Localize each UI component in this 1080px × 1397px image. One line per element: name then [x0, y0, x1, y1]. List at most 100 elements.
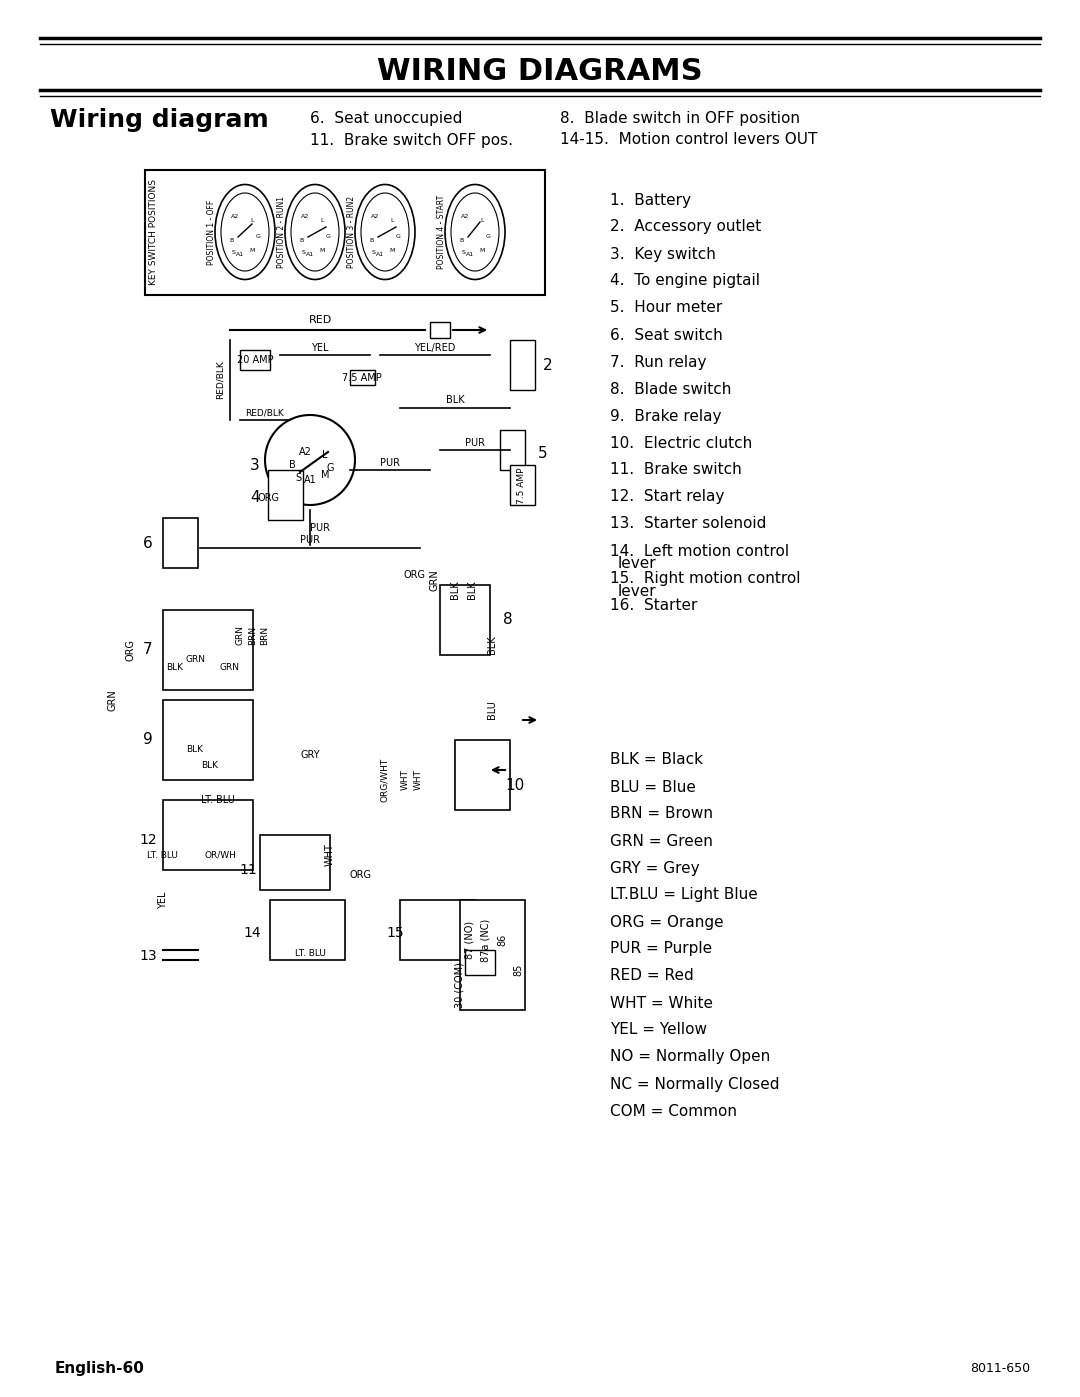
- Text: BLK: BLK: [166, 664, 184, 672]
- Text: M: M: [389, 247, 394, 253]
- Text: POSITION 1 - OFF: POSITION 1 - OFF: [207, 200, 216, 264]
- Text: 13.  Starter solenoid: 13. Starter solenoid: [610, 517, 767, 531]
- Text: 5.  Hour meter: 5. Hour meter: [610, 300, 723, 316]
- Text: lever: lever: [618, 584, 657, 598]
- Text: 13: 13: [139, 949, 157, 963]
- Text: PUR = Purple: PUR = Purple: [610, 942, 712, 957]
- Text: S: S: [295, 474, 301, 483]
- Ellipse shape: [451, 193, 499, 271]
- Ellipse shape: [215, 184, 275, 279]
- Text: A1: A1: [465, 251, 474, 257]
- Text: 10: 10: [505, 778, 525, 792]
- Text: M: M: [249, 247, 255, 253]
- Text: ORG: ORG: [257, 493, 279, 503]
- Text: M: M: [480, 247, 485, 253]
- Text: B: B: [369, 237, 373, 243]
- Text: 87a (NC): 87a (NC): [480, 918, 490, 961]
- Text: 6: 6: [144, 536, 153, 552]
- Text: ORG/WHT: ORG/WHT: [380, 759, 390, 802]
- Text: NC = Normally Closed: NC = Normally Closed: [610, 1077, 780, 1091]
- Text: 2.  Accessory outlet: 2. Accessory outlet: [610, 219, 761, 235]
- Text: 2: 2: [543, 358, 553, 373]
- Text: 86: 86: [497, 933, 507, 946]
- Text: G: G: [325, 235, 330, 239]
- Text: GRY: GRY: [300, 750, 320, 760]
- Text: 87 (NO): 87 (NO): [465, 921, 475, 960]
- Text: BLU = Blue: BLU = Blue: [610, 780, 696, 795]
- Text: S: S: [232, 250, 235, 254]
- Text: 14-15.  Motion control levers OUT: 14-15. Motion control levers OUT: [561, 133, 818, 148]
- Text: A2: A2: [298, 447, 311, 457]
- Bar: [163, 610, 253, 690]
- Text: 5: 5: [538, 446, 548, 461]
- Text: L: L: [322, 450, 327, 460]
- Text: B: B: [288, 460, 295, 469]
- Text: 8: 8: [503, 612, 513, 627]
- Bar: [163, 700, 253, 780]
- Text: BRN: BRN: [248, 626, 257, 644]
- Text: YEL: YEL: [311, 344, 328, 353]
- Bar: [465, 950, 495, 975]
- Text: A1: A1: [376, 251, 384, 257]
- Bar: [500, 430, 525, 469]
- Text: L: L: [481, 218, 484, 222]
- Bar: [440, 585, 490, 655]
- Text: M: M: [320, 247, 325, 253]
- Text: 14.  Left motion control: 14. Left motion control: [610, 543, 789, 559]
- Text: Wiring diagram: Wiring diagram: [50, 108, 269, 131]
- Bar: [460, 900, 525, 1010]
- Text: 9: 9: [144, 732, 153, 747]
- Text: 4: 4: [251, 489, 260, 504]
- Text: RED/BLK: RED/BLK: [245, 408, 284, 418]
- Text: 3: 3: [251, 457, 260, 472]
- Text: 14: 14: [243, 926, 260, 940]
- Text: S: S: [373, 250, 376, 254]
- Text: A2: A2: [301, 215, 309, 219]
- Text: WHT: WHT: [414, 770, 422, 791]
- Text: YEL = Yellow: YEL = Yellow: [610, 1023, 707, 1038]
- Text: GRN: GRN: [430, 569, 440, 591]
- Text: YEL/RED: YEL/RED: [415, 344, 456, 353]
- Text: G: G: [486, 235, 490, 239]
- Text: WHT: WHT: [401, 770, 409, 791]
- Text: B: B: [299, 237, 303, 243]
- Text: 6.  Seat unoccupied: 6. Seat unoccupied: [310, 110, 462, 126]
- Text: POSITION 2 - RUN1: POSITION 2 - RUN1: [278, 196, 286, 268]
- Text: GRN = Green: GRN = Green: [610, 834, 713, 848]
- Text: GRN: GRN: [107, 689, 117, 711]
- Bar: [350, 370, 375, 386]
- Text: GRY = Grey: GRY = Grey: [610, 861, 700, 876]
- Text: 7.  Run relay: 7. Run relay: [610, 355, 706, 369]
- Text: 15.  Right motion control: 15. Right motion control: [610, 570, 800, 585]
- Text: RED: RED: [309, 314, 332, 326]
- Text: POSITION 3 - RUN2: POSITION 3 - RUN2: [348, 196, 356, 268]
- Text: A2: A2: [231, 215, 239, 219]
- Text: LT.BLU = Light Blue: LT.BLU = Light Blue: [610, 887, 758, 902]
- Text: S: S: [462, 250, 465, 254]
- Text: B: B: [229, 237, 233, 243]
- Text: YEL: YEL: [158, 891, 168, 909]
- Text: PUR: PUR: [380, 458, 400, 468]
- Text: LT. BLU: LT. BLU: [295, 949, 325, 957]
- Text: 8011-650: 8011-650: [970, 1362, 1030, 1375]
- Text: lever: lever: [618, 556, 657, 571]
- Text: LT. BLU: LT. BLU: [201, 795, 235, 805]
- Text: BLK = Black: BLK = Black: [610, 753, 703, 767]
- Bar: [400, 900, 475, 960]
- Text: 20 AMP: 20 AMP: [237, 355, 273, 365]
- Text: 8.  Blade switch in OFF position: 8. Blade switch in OFF position: [561, 110, 800, 126]
- Text: BLK: BLK: [487, 636, 497, 654]
- Text: GRN: GRN: [220, 664, 240, 672]
- Text: 11.  Brake switch OFF pos.: 11. Brake switch OFF pos.: [310, 133, 513, 148]
- Text: 15: 15: [387, 926, 404, 940]
- Text: ORG: ORG: [125, 638, 135, 661]
- Text: BLK: BLK: [450, 581, 460, 599]
- Text: G: G: [256, 235, 260, 239]
- Text: PUR: PUR: [310, 522, 330, 534]
- Text: A1: A1: [303, 475, 316, 485]
- Text: PUR: PUR: [465, 439, 485, 448]
- Bar: [510, 465, 535, 504]
- Text: 6.  Seat switch: 6. Seat switch: [610, 327, 723, 342]
- Text: A1: A1: [235, 251, 244, 257]
- Text: GRN: GRN: [235, 624, 244, 645]
